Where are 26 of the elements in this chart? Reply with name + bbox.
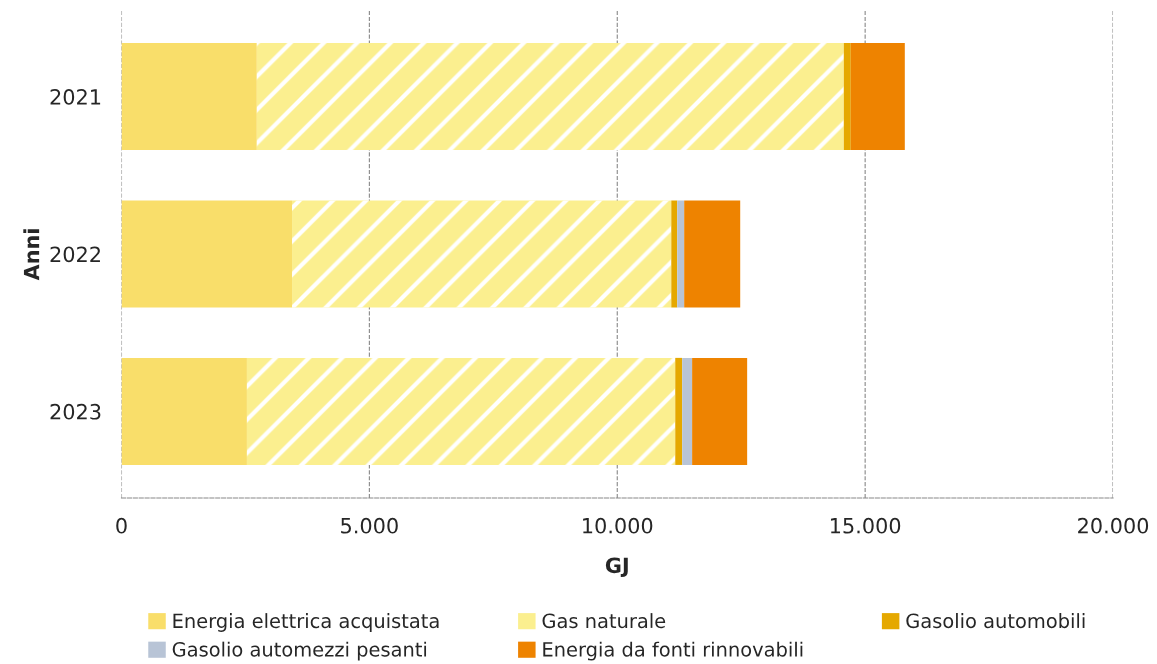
bar <box>684 200 741 308</box>
y-tick-label: 2021 <box>50 89 101 105</box>
bar <box>843 43 851 151</box>
x-tick-label: 20.000 <box>1078 517 1149 534</box>
legend-label: Energia da fonti rinnovabili <box>543 641 803 661</box>
bar <box>121 357 247 465</box>
bar <box>682 357 693 465</box>
bar <box>677 200 685 308</box>
bar <box>671 200 678 308</box>
bar <box>692 357 748 465</box>
y-axis-title: Anni <box>23 229 40 281</box>
bar <box>121 200 293 308</box>
x-tick-label: 5.000 <box>341 517 398 534</box>
x-tick-label: 15.000 <box>830 517 901 534</box>
legend-label: Gas naturale <box>542 613 666 629</box>
bar <box>850 43 905 151</box>
y-tick-label: 2022 <box>50 246 100 263</box>
legend-label: Gasolio automobili <box>906 613 1085 629</box>
x-tick-label: 10.000 <box>583 517 653 534</box>
bar <box>675 357 683 465</box>
y-tick-label: 2023 <box>50 403 101 420</box>
x-axis-title: GJ <box>605 557 628 578</box>
x-tick-label: 0 <box>116 517 127 534</box>
bar <box>121 43 257 151</box>
legend-label: Gasolio automezzi pesanti <box>172 641 427 661</box>
legend-label: Energia elettrica acquistata <box>173 613 439 632</box>
